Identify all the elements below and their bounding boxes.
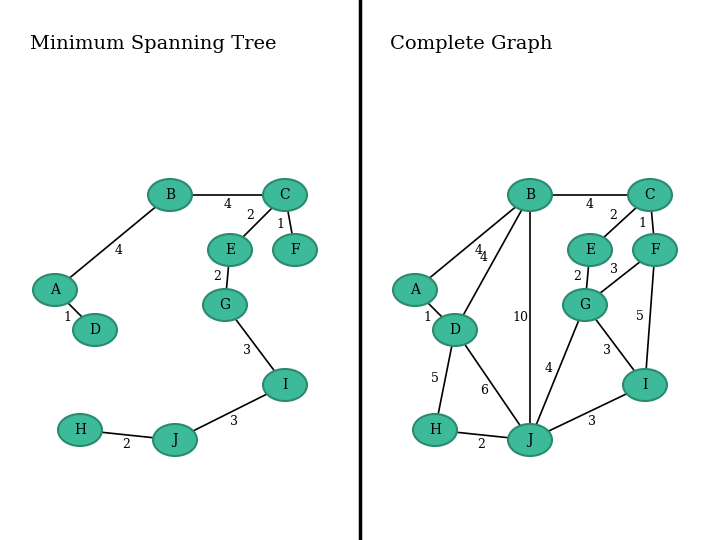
Ellipse shape — [628, 179, 672, 211]
Text: J: J — [527, 433, 533, 447]
Text: Minimum Spanning Tree: Minimum Spanning Tree — [30, 35, 276, 53]
Text: A: A — [410, 283, 420, 297]
Text: B: B — [525, 188, 535, 202]
Ellipse shape — [508, 179, 552, 211]
Ellipse shape — [263, 179, 307, 211]
Text: 1: 1 — [424, 310, 432, 323]
Ellipse shape — [633, 234, 677, 266]
Text: G: G — [220, 298, 230, 312]
Text: F: F — [290, 243, 300, 257]
Ellipse shape — [148, 179, 192, 211]
Text: I: I — [642, 378, 648, 392]
Text: G: G — [580, 298, 590, 312]
Text: C: C — [279, 188, 290, 202]
Text: C: C — [644, 188, 655, 202]
Text: 3: 3 — [230, 415, 238, 428]
Ellipse shape — [203, 289, 247, 321]
Text: 4: 4 — [544, 362, 552, 375]
Text: 1: 1 — [276, 218, 284, 231]
Text: A: A — [50, 283, 60, 297]
Text: 4: 4 — [115, 244, 123, 256]
Text: 4: 4 — [475, 244, 483, 256]
Ellipse shape — [568, 234, 612, 266]
Text: 10: 10 — [512, 311, 528, 324]
Text: 4: 4 — [223, 199, 232, 212]
Text: 5: 5 — [636, 310, 644, 323]
Ellipse shape — [208, 234, 252, 266]
Text: I: I — [282, 378, 288, 392]
Ellipse shape — [433, 314, 477, 346]
Text: 2: 2 — [214, 270, 222, 283]
Text: 4: 4 — [480, 251, 487, 264]
Text: 4: 4 — [586, 199, 594, 212]
Text: 2: 2 — [574, 270, 582, 283]
Text: 6: 6 — [480, 384, 488, 397]
Text: E: E — [585, 243, 595, 257]
Text: Complete Graph: Complete Graph — [390, 35, 552, 53]
Text: 3: 3 — [610, 263, 618, 276]
Text: 2: 2 — [477, 438, 485, 451]
Text: J: J — [172, 433, 178, 447]
Text: F: F — [650, 243, 660, 257]
Text: 2: 2 — [246, 209, 254, 222]
Text: 3: 3 — [588, 415, 596, 428]
Ellipse shape — [33, 274, 77, 306]
Text: D: D — [449, 323, 461, 337]
Ellipse shape — [273, 234, 317, 266]
Ellipse shape — [508, 424, 552, 456]
Text: 1: 1 — [64, 310, 72, 323]
Text: H: H — [429, 423, 441, 437]
Text: D: D — [89, 323, 101, 337]
Ellipse shape — [413, 414, 457, 446]
Text: 2: 2 — [122, 438, 130, 451]
Text: 2: 2 — [609, 208, 617, 221]
Ellipse shape — [393, 274, 437, 306]
Text: E: E — [225, 243, 235, 257]
Ellipse shape — [153, 424, 197, 456]
Ellipse shape — [263, 369, 307, 401]
Ellipse shape — [623, 369, 667, 401]
Text: 1: 1 — [639, 217, 647, 230]
Text: 3: 3 — [243, 345, 251, 357]
Text: 5: 5 — [431, 372, 439, 384]
Text: B: B — [165, 188, 175, 202]
Text: H: H — [74, 423, 86, 437]
Text: 3: 3 — [603, 345, 611, 357]
Ellipse shape — [563, 289, 607, 321]
Ellipse shape — [58, 414, 102, 446]
Ellipse shape — [73, 314, 117, 346]
